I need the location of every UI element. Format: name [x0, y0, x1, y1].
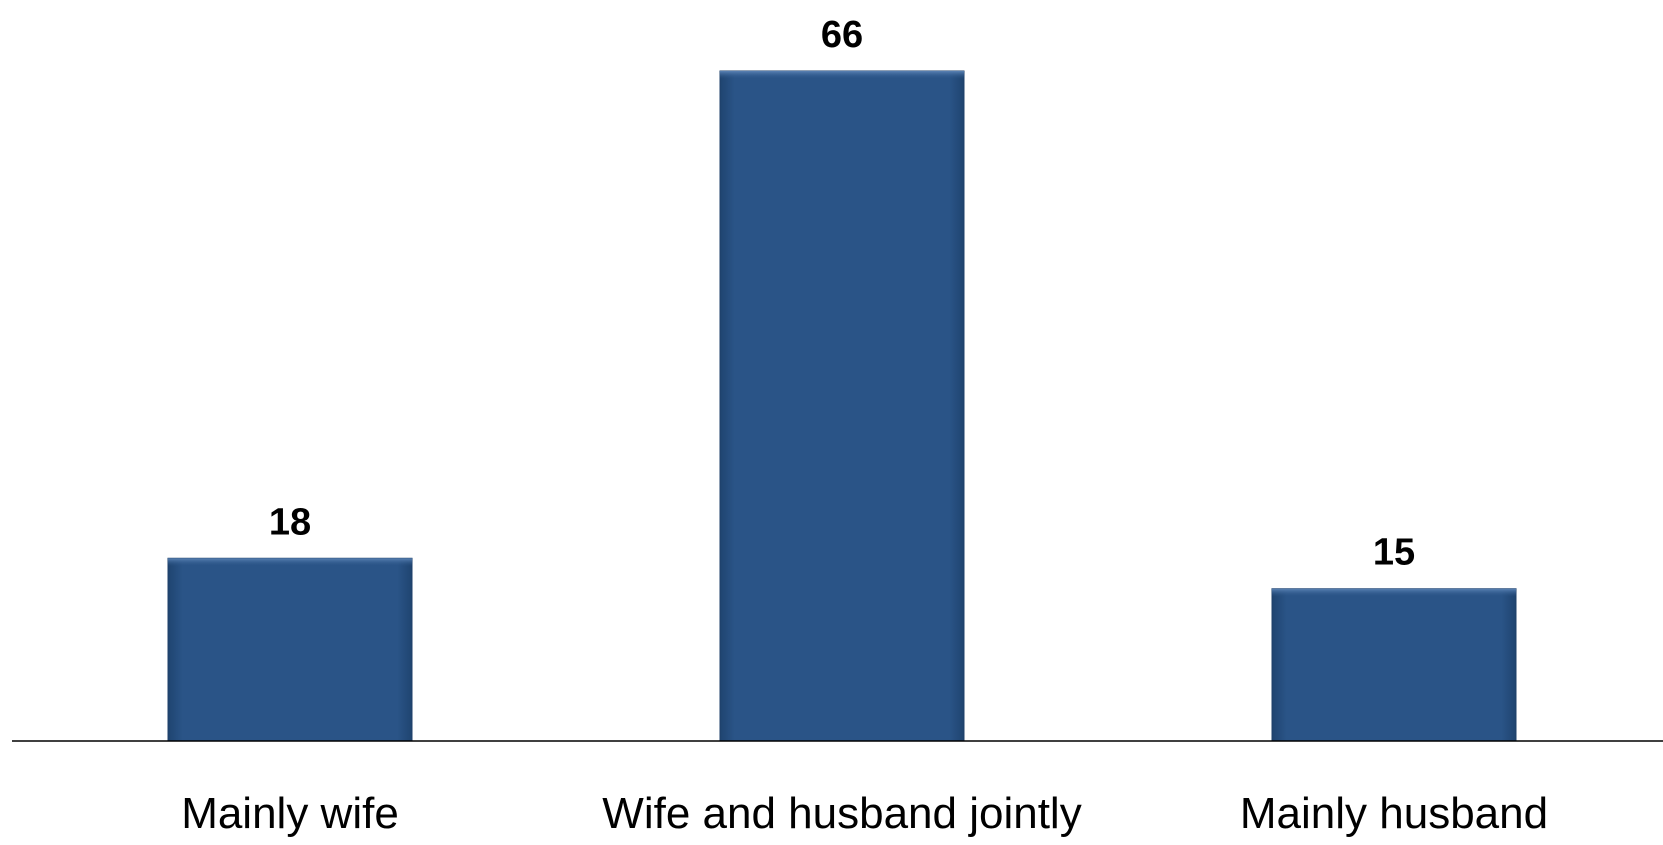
- bar-rect-mainly-wife: [167, 557, 413, 742]
- bar-highlight-mainly-husband: [1272, 588, 1516, 597]
- data-label-mainly-wife: 18: [269, 501, 311, 543]
- category-label-wife-and-husband-jointly: Wife and husband jointly: [602, 789, 1081, 838]
- data-labels-group: 18 66 15: [269, 14, 1415, 574]
- bar-highlight-mainly-wife: [168, 558, 412, 567]
- bar-mainly-wife: [167, 557, 413, 742]
- category-label-mainly-wife: Mainly wife: [181, 789, 399, 838]
- bar-rect-wife-and-husband-jointly: [719, 70, 965, 742]
- bar-mainly-husband: [1271, 588, 1517, 742]
- bar-highlight-wife-and-husband-jointly: [720, 71, 964, 79]
- bar-wife-and-husband-jointly: [719, 70, 965, 742]
- category-label-mainly-husband: Mainly husband: [1240, 789, 1548, 838]
- bar-rect-mainly-husband: [1271, 588, 1517, 742]
- bars-group: [167, 70, 1517, 742]
- category-labels-group: Mainly wife Wife and husband jointly Mainl…: [181, 789, 1548, 838]
- data-label-mainly-husband: 15: [1373, 532, 1415, 574]
- data-label-wife-and-husband-jointly: 66: [821, 14, 863, 56]
